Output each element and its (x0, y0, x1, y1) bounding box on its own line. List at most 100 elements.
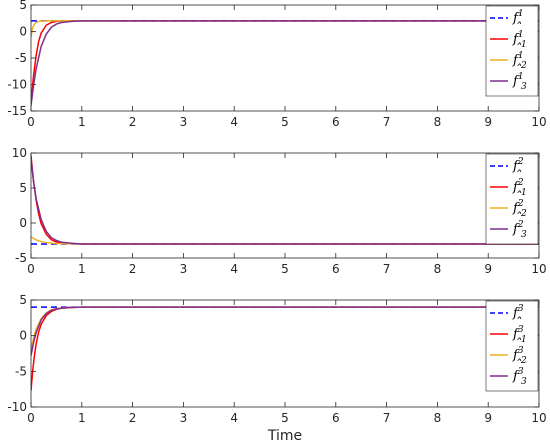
x-tick-label: 3 (180, 411, 188, 425)
legend-label-superscript: 1 (518, 9, 524, 19)
legend-label-subscript: 3 (521, 230, 527, 240)
axes-box (30, 299, 540, 408)
series-line-4 (31, 306, 539, 356)
legend-label-3: f1 2 (512, 51, 527, 71)
x-tick-label: 1 (78, 115, 86, 129)
x-tick-label: 2 (129, 262, 137, 276)
legend-hat-4: ˆ (515, 211, 522, 226)
x-tick-label: 7 (383, 411, 391, 425)
legend-label-4: f2 3 (512, 220, 527, 240)
y-tick-label: 5 (19, 0, 27, 12)
axes-box (30, 152, 540, 259)
legend-box (485, 300, 539, 392)
legend-label-3: f2 2 (512, 199, 527, 219)
series-group (31, 155, 539, 245)
legend-label-2: f3 1 (512, 325, 527, 345)
legend-label-base: f (512, 53, 520, 68)
legend-hat-4: ˆ (515, 63, 522, 78)
series-line-2 (31, 155, 539, 245)
y-tick-label: -5 (15, 251, 27, 265)
x-tick-label: 8 (434, 115, 442, 129)
legend-label-superscript: 3 (518, 304, 524, 314)
legend-label-1: f3 (512, 304, 524, 321)
legend-label-base: f (512, 11, 520, 26)
x-tick-label: 10 (531, 115, 546, 129)
x-tick-label: 6 (332, 115, 340, 129)
y-tick-label: 0 (19, 329, 27, 343)
legend-label-subscript: 2 (520, 356, 527, 366)
x-tick-label: 6 (332, 411, 340, 425)
legend-hat-2: ˆ (515, 169, 522, 184)
series-line-3 (31, 306, 539, 351)
legend-hat-3: ˆ (515, 190, 522, 205)
legend-label-base: f (512, 201, 520, 216)
legend-label-1: f2 (512, 157, 524, 174)
legend-hat-2: ˆ (515, 316, 522, 331)
legend-hat-4: ˆ (515, 358, 522, 373)
legend-label-subscript: 1 (521, 188, 527, 198)
legend-hat-2: ˆ (515, 21, 522, 36)
series-line-4 (31, 158, 539, 245)
x-tick-label: 4 (230, 115, 238, 129)
x-axis-label: Time (267, 428, 302, 444)
x-tick-label: 0 (27, 115, 35, 129)
legend-label-superscript: 1 (518, 51, 524, 61)
series-group (31, 306, 539, 391)
x-tick-label: 1 (78, 411, 86, 425)
y-tick-label: -15 (7, 104, 27, 118)
x-tick-label: 2 (129, 411, 137, 425)
legend-label-base: f (512, 327, 520, 342)
legend-label-superscript: 2 (517, 157, 524, 167)
y-tick-label: -10 (7, 78, 27, 92)
x-tick-label: 9 (484, 115, 492, 129)
series-line-2 (31, 20, 539, 104)
legend-box (485, 153, 539, 245)
legend-label-superscript: 2 (517, 199, 524, 209)
x-tick-label: 0 (27, 411, 35, 425)
legend-label-superscript: 2 (517, 220, 524, 230)
x-tick-label: 10 (531, 411, 546, 425)
legend-label-base: f (512, 159, 520, 174)
legend-label-subscript: 2 (520, 209, 527, 219)
y-tick-label: 10 (12, 146, 27, 160)
y-tick-label: 0 (19, 25, 27, 39)
legend-label-base: f (512, 74, 520, 89)
series-line-2 (31, 306, 539, 391)
legend-label-subscript: 1 (521, 335, 527, 345)
legend-hat-3: ˆ (515, 337, 522, 352)
x-tick-label: 5 (281, 262, 289, 276)
x-tick-label: 4 (230, 411, 238, 425)
x-tick-label: 6 (332, 262, 340, 276)
x-tick-label: 7 (383, 262, 391, 276)
series-group (31, 20, 539, 106)
y-tick-label: -5 (15, 51, 27, 65)
y-tick-label: 0 (19, 216, 27, 230)
legend-label-subscript: 3 (521, 82, 527, 92)
y-tick-label: 5 (19, 181, 27, 195)
x-tick-label: 3 (180, 262, 188, 276)
legend-label-superscript: 1 (518, 30, 524, 40)
legend-label-superscript: 1 (518, 72, 524, 82)
legend-label-superscript: 2 (517, 178, 524, 188)
y-tick-label: -10 (7, 400, 27, 414)
x-tick-label: 4 (230, 262, 238, 276)
legend-box (485, 5, 539, 97)
x-tick-label: 10 (531, 262, 546, 276)
legend-hat-3: ˆ (515, 42, 522, 57)
x-tick-label: 7 (383, 115, 391, 129)
legend-label-base: f (512, 306, 520, 321)
x-tick-label: 0 (27, 262, 35, 276)
x-tick-label: 1 (78, 262, 86, 276)
legend-label-base: f (512, 348, 520, 363)
legend-label-base: f (512, 369, 520, 384)
legend-label-base: f (512, 32, 520, 47)
y-tick-label: -5 (15, 364, 27, 378)
legend-label-2: f2 1 (512, 178, 527, 198)
legend-label-subscript: 3 (521, 377, 527, 387)
legend-label-superscript: 3 (518, 367, 524, 377)
series-line-4 (31, 20, 539, 106)
